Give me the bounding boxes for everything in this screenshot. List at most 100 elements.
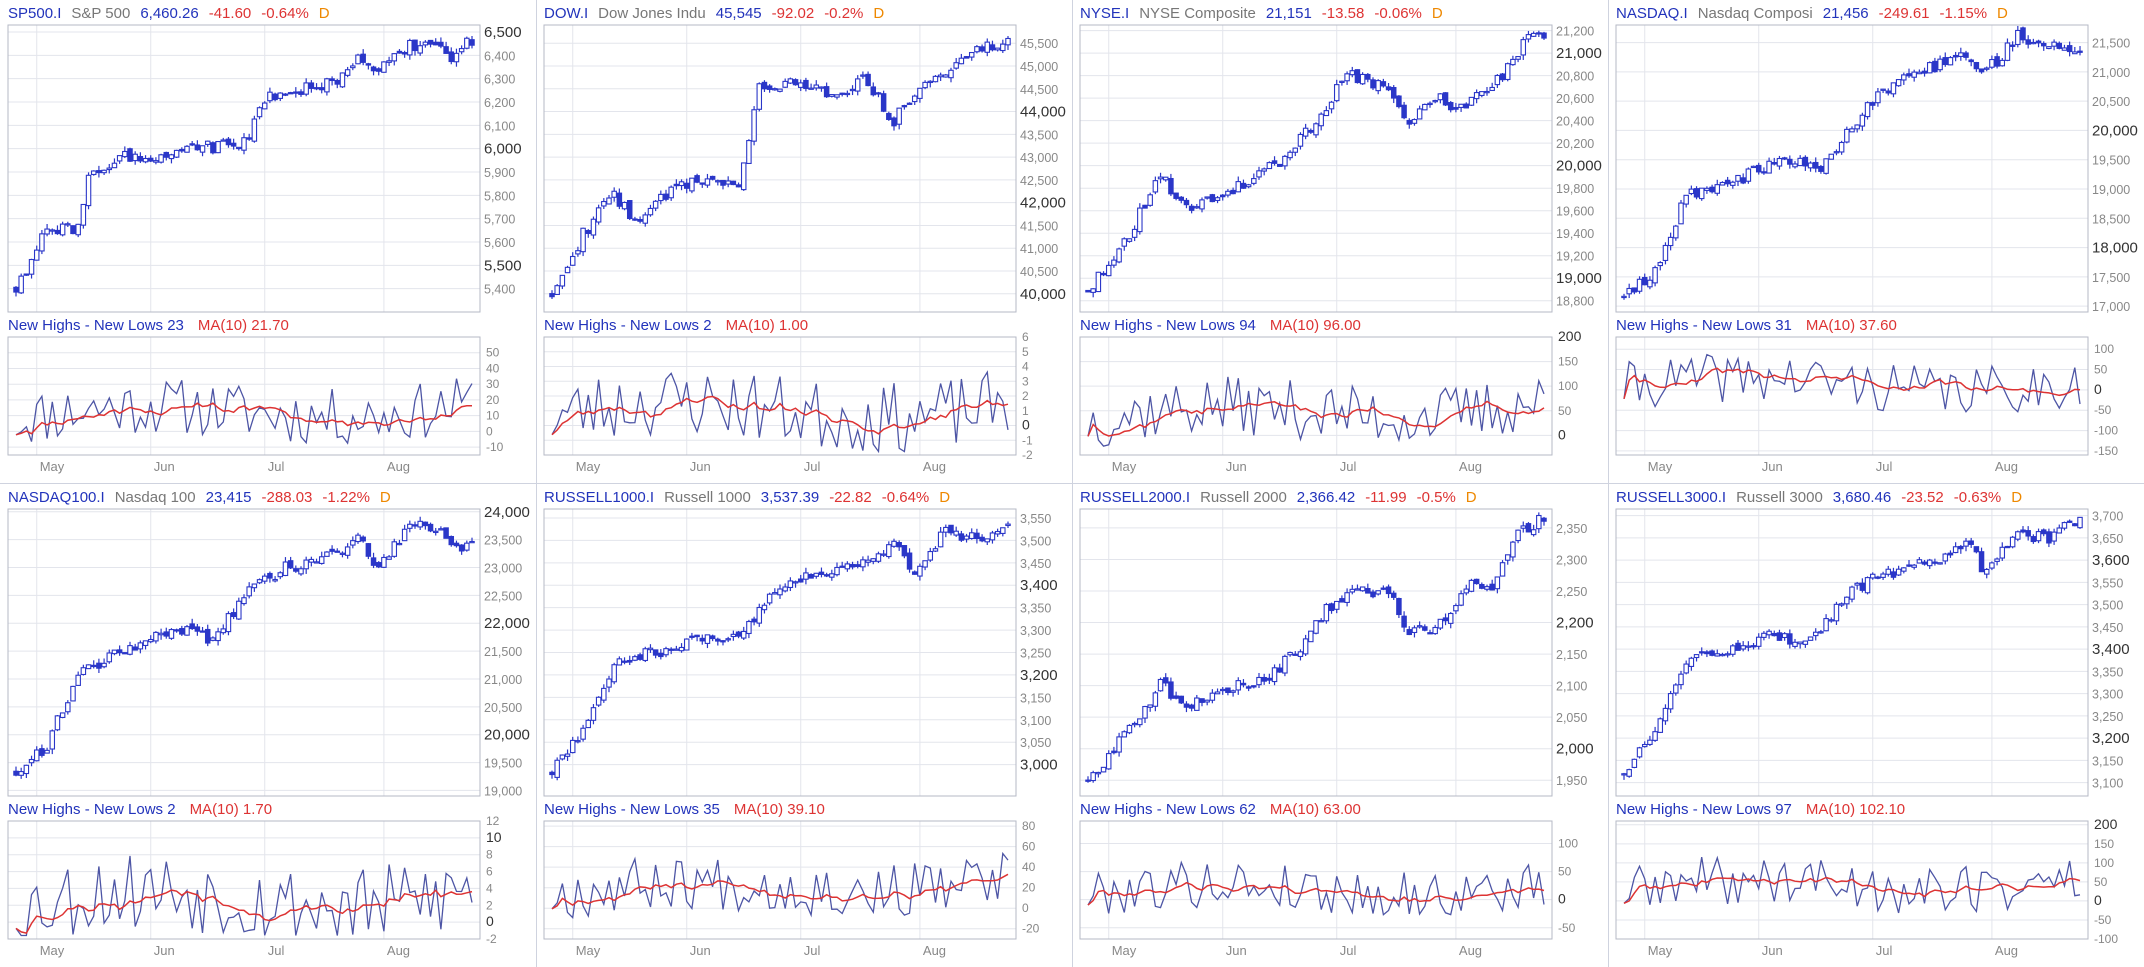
candle-body bbox=[678, 181, 685, 187]
chart-panel[interactable]: NYSE.I NYSE Composite 21,151 -13.58 -0.06% D N… bbox=[1072, 0, 1608, 483]
candle-body bbox=[818, 86, 825, 89]
candle-body bbox=[464, 542, 470, 551]
candle-body bbox=[626, 659, 633, 663]
candle-body bbox=[1901, 567, 1907, 572]
month-label: Aug bbox=[387, 943, 410, 958]
chart-symbol[interactable]: NASDAQ100.I bbox=[8, 489, 105, 506]
chart-symbol[interactable]: SP500.I bbox=[8, 5, 62, 22]
chart-last-price: 3,680.46 bbox=[1832, 489, 1892, 506]
indicator-tick-label: -50 bbox=[2094, 403, 2112, 417]
candle-body bbox=[230, 142, 237, 147]
price-tick-label: 3,000 bbox=[1020, 757, 1058, 774]
candle-body bbox=[1121, 731, 1128, 738]
chart-symbol[interactable]: RUSSELL3000.I bbox=[1616, 489, 1727, 506]
chart-symbol[interactable]: NYSE.I bbox=[1080, 5, 1130, 22]
candle-body bbox=[1636, 278, 1643, 292]
chart-period[interactable]: D bbox=[379, 489, 391, 506]
chart-canvas: 2,350 2,300 2,250 2,200 2,150 2,100 2,050 2,000… bbox=[1079, 508, 1594, 958]
candle-body bbox=[147, 157, 154, 162]
price-tick-label: 3,300 bbox=[2092, 688, 2123, 702]
candle-body bbox=[2077, 50, 2083, 53]
candle-body bbox=[1781, 157, 1788, 160]
candle-body bbox=[642, 214, 649, 224]
candle-body bbox=[683, 182, 690, 189]
candle-body bbox=[1740, 177, 1746, 184]
candle-body bbox=[1245, 686, 1252, 689]
indicator-plot-frame bbox=[1079, 820, 1553, 940]
candle-body bbox=[1693, 188, 1700, 198]
ma-line bbox=[15, 402, 472, 436]
candle-body bbox=[303, 82, 309, 95]
chart-period[interactable]: D bbox=[1431, 5, 1443, 22]
candle-body bbox=[725, 180, 731, 185]
candle-body bbox=[1225, 687, 1231, 693]
price-tick-label: 20,400 bbox=[1556, 115, 1594, 129]
candle-body bbox=[1365, 73, 1371, 80]
indicator-tick-label: 100 bbox=[1558, 836, 1578, 850]
candle-body bbox=[2056, 42, 2063, 49]
price-tick-label: 19,600 bbox=[1556, 205, 1594, 219]
candle-body bbox=[1683, 663, 1689, 674]
candle-body bbox=[1339, 598, 1345, 603]
candle-body bbox=[184, 145, 190, 153]
candle-body bbox=[927, 551, 934, 561]
chart-panel[interactable]: DOW.I Dow Jones Indu 45,545 -92.02 -0.2% D New… bbox=[536, 0, 1072, 483]
candle-body bbox=[766, 85, 773, 90]
chart-panel[interactable]: NASDAQ100.I Nasdaq 100 23,415 -288.03 -1.22%… bbox=[0, 484, 536, 967]
candle-body bbox=[1504, 554, 1511, 561]
chart-period[interactable]: D bbox=[939, 489, 951, 506]
candle-body bbox=[1499, 562, 1506, 577]
chart-panel[interactable]: RUSSELL2000.I Russell 2000 2,366.42 -11.99-… bbox=[1072, 484, 1608, 967]
candle-body bbox=[673, 183, 680, 187]
price-tick-label: 19,800 bbox=[1556, 182, 1594, 196]
chart-panel[interactable]: NASDAQ.I Nasdaq Composi 21,456 -249.61 -1.15… bbox=[1608, 0, 2144, 483]
candle-body bbox=[2061, 47, 2068, 51]
chart-change: -22.82 bbox=[829, 489, 872, 506]
candle-body bbox=[1823, 618, 1829, 632]
chart-period[interactable]: D bbox=[873, 5, 885, 22]
chart-symbol[interactable]: DOW.I bbox=[544, 5, 589, 22]
chart-symbol[interactable]: RUSSELL1000.I bbox=[544, 489, 655, 506]
candle-body bbox=[1761, 171, 1767, 174]
chart-period[interactable]: D bbox=[318, 5, 330, 22]
candle-body bbox=[1740, 645, 1746, 650]
chart-period[interactable]: D bbox=[1465, 489, 1477, 506]
candle-body bbox=[647, 207, 654, 216]
candle-body bbox=[595, 696, 602, 706]
candle-body bbox=[1875, 576, 1881, 579]
candle-body bbox=[1276, 667, 1283, 673]
indicator-tick-label: 0 bbox=[2094, 892, 2102, 908]
candle-body bbox=[1952, 54, 1959, 58]
candle-body bbox=[132, 153, 138, 162]
chart-symbol[interactable]: NASDAQ.I bbox=[1616, 5, 1688, 22]
price-tick-label: 3,550 bbox=[1020, 512, 1051, 526]
candle-body bbox=[2004, 545, 2011, 549]
candle-body bbox=[1380, 81, 1387, 87]
candle-body bbox=[329, 548, 335, 552]
candle-body bbox=[1292, 147, 1299, 153]
candle-body bbox=[308, 558, 315, 563]
candle-body bbox=[1266, 162, 1273, 170]
ma-label: MA(10) bbox=[1269, 317, 1320, 334]
candle-body bbox=[448, 535, 455, 546]
chart-panel[interactable]: SP500.I S&P 500 6,460.26 -41.60 -0.64% D New H… bbox=[0, 0, 536, 483]
candle-body bbox=[1709, 186, 1715, 193]
chart-panel[interactable]: RUSSELL1000.I Russell 1000 3,537.39 -22.82-… bbox=[536, 484, 1072, 967]
chart-symbol[interactable]: RUSSELL2000.I bbox=[1080, 489, 1191, 506]
chart-period[interactable]: D bbox=[1997, 5, 2008, 22]
candle-body bbox=[396, 50, 403, 54]
indicator-value: 31 bbox=[1775, 317, 1792, 334]
price-tick-label: 20,000 bbox=[484, 727, 530, 744]
candle-body bbox=[803, 572, 809, 580]
price-tick-label: 3,500 bbox=[1020, 534, 1051, 548]
price-tick-label: 6,300 bbox=[484, 73, 515, 87]
chart-last-price: 23,415 bbox=[205, 489, 252, 506]
candle-body bbox=[443, 46, 449, 54]
candle-body bbox=[272, 93, 278, 101]
candle-body bbox=[1693, 654, 1700, 659]
chart-panel[interactable]: RUSSELL3000.I Russell 3000 3,680.46 -23.52-… bbox=[1608, 484, 2144, 967]
chart-period[interactable]: D bbox=[2011, 489, 2023, 506]
chart-canvas: 21,200 21,000 20,800 20,600 20,400 20,200 20,0… bbox=[1079, 24, 1602, 474]
candle-body bbox=[1667, 693, 1674, 710]
